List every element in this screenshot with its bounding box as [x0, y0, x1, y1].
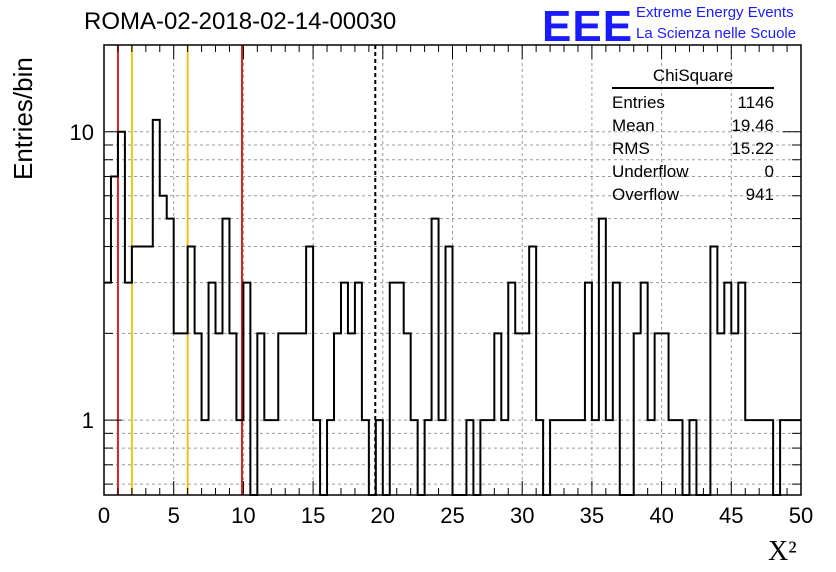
x-axis-label: X² [768, 536, 797, 567]
stats-row: RMS 15.22 [612, 137, 774, 160]
stats-value: 0 [764, 162, 774, 181]
y-tick-label: 1 [82, 408, 94, 433]
eee-logo: EEE [542, 2, 634, 51]
x-tick-label: 10 [231, 503, 255, 528]
x-tick-label: 20 [371, 503, 395, 528]
stats-label: Mean [612, 116, 655, 135]
logo-line-1: Extreme Energy Events [636, 4, 794, 21]
stats-box: ChiSquare Entries 1146 Mean 19.46 RMS 15… [612, 66, 774, 206]
x-tick-label: 0 [98, 503, 110, 528]
stats-label: RMS [612, 139, 650, 158]
stats-value: 19.46 [731, 116, 774, 135]
stats-label: Underflow [612, 162, 689, 181]
x-tick-label: 15 [301, 503, 325, 528]
stats-label: Overflow [612, 185, 680, 204]
x-tick-label: 35 [580, 503, 604, 528]
x-tick-label: 5 [168, 503, 180, 528]
x-tick-label: 50 [789, 503, 813, 528]
x-tick-label: 45 [719, 503, 743, 528]
logo-line-2: La Scienza nelle Scuole [636, 25, 797, 42]
y-tick-label: 10 [70, 120, 94, 145]
histogram-line [104, 118, 801, 496]
stats-row: Mean 19.46 [612, 114, 774, 137]
logo-caption: Extreme Energy Events La Scienza nelle S… [636, 2, 796, 44]
x-tick-label: 30 [510, 503, 534, 528]
stats-row: Overflow 941 [612, 183, 774, 206]
stats-value: 941 [745, 185, 774, 204]
stats-row: Entries 1146 [612, 91, 774, 114]
stats-value: 15.22 [731, 139, 774, 158]
x-tick-label: 40 [649, 503, 673, 528]
stats-label: Entries [612, 93, 665, 112]
stats-title: ChiSquare [612, 66, 774, 89]
y-axis-label: Entries/bin [8, 57, 38, 180]
stats-row: Underflow 0 [612, 160, 774, 183]
stats-value: 1146 [737, 93, 774, 112]
x-tick-label: 25 [440, 503, 464, 528]
chart-title: ROMA-02-2018-02-14-00030 [84, 8, 397, 35]
